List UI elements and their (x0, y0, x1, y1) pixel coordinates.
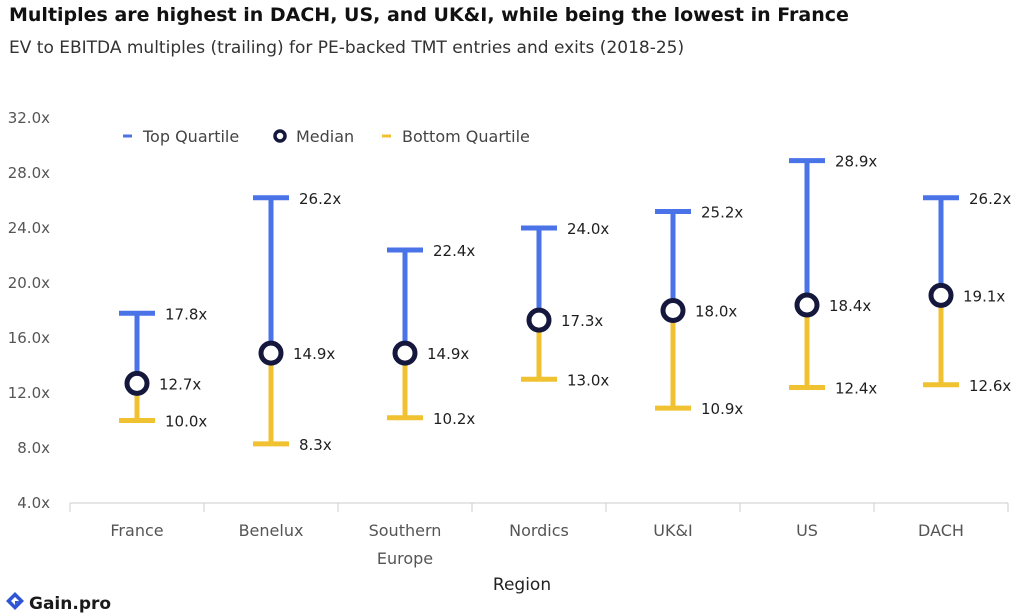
brand-logo: Gain.pro (5, 591, 111, 616)
y-tick-label: 28.0x (8, 164, 50, 182)
y-tick-label: 8.0x (17, 439, 50, 457)
bottom-quartile-label: 12.4x (835, 380, 877, 398)
bottom-quartile-label: 8.3x (299, 436, 332, 454)
chart-subtitle: EV to EBITDA multiples (trailing) for PE… (9, 38, 685, 58)
x-category-label: DACH (918, 521, 964, 540)
x-category-label: US (796, 521, 818, 540)
median-label: 17.3x (561, 312, 603, 330)
x-category-label: Southern (369, 521, 442, 540)
chart-title: Multiples are highest in DACH, US, and U… (9, 4, 849, 26)
median-label: 14.9x (427, 345, 469, 363)
median-marker (258, 340, 284, 366)
top-quartile-label: 17.8x (165, 305, 207, 323)
x-category-label: France (110, 521, 163, 540)
legend-label: Top Quartile (142, 127, 239, 146)
x-axis-title: Region (493, 575, 551, 595)
legend-median-marker (273, 129, 287, 143)
legend-label: Bottom Quartile (402, 127, 530, 146)
median-marker (928, 282, 954, 308)
y-tick-label: 20.0x (8, 274, 50, 292)
x-category-label: Benelux (239, 521, 304, 540)
x-category-label: Europe (377, 549, 433, 568)
gain-pro-logo-icon (5, 591, 25, 616)
y-tick-label: 16.0x (8, 329, 50, 347)
median-marker (124, 370, 150, 396)
median-marker (392, 340, 418, 366)
top-quartile-label: 24.0x (567, 220, 609, 238)
median-marker (660, 298, 686, 323)
top-quartile-label: 25.2x (701, 204, 743, 222)
top-quartile-label: 26.2x (299, 190, 341, 208)
x-category-label: Nordics (509, 521, 569, 540)
legend-label: Median (296, 127, 354, 146)
median-marker (526, 307, 552, 333)
bottom-quartile-label: 10.0x (165, 413, 207, 431)
median-label: 18.4x (829, 297, 871, 315)
y-tick-label: 12.0x (8, 384, 50, 402)
top-quartile-label: 26.2x (969, 190, 1011, 208)
y-tick-label: 32.0x (8, 109, 50, 127)
bottom-quartile-label: 10.9x (701, 400, 743, 418)
x-category-label: UK&I (653, 521, 692, 540)
y-tick-label: 24.0x (8, 219, 50, 237)
median-label: 18.0x (695, 303, 737, 321)
median-marker (794, 292, 820, 318)
median-label: 19.1x (963, 287, 1005, 305)
bottom-quartile-label: 10.2x (433, 410, 475, 428)
top-quartile-label: 28.9x (835, 153, 877, 171)
median-label: 12.7x (159, 375, 201, 393)
bottom-quartile-label: 12.6x (969, 377, 1011, 395)
median-label: 14.9x (293, 345, 335, 363)
top-quartile-label: 22.4x (433, 242, 475, 260)
y-tick-label: 4.0x (17, 494, 50, 512)
bottom-quartile-label: 13.0x (567, 371, 609, 389)
brand-name: Gain.pro (29, 593, 112, 614)
